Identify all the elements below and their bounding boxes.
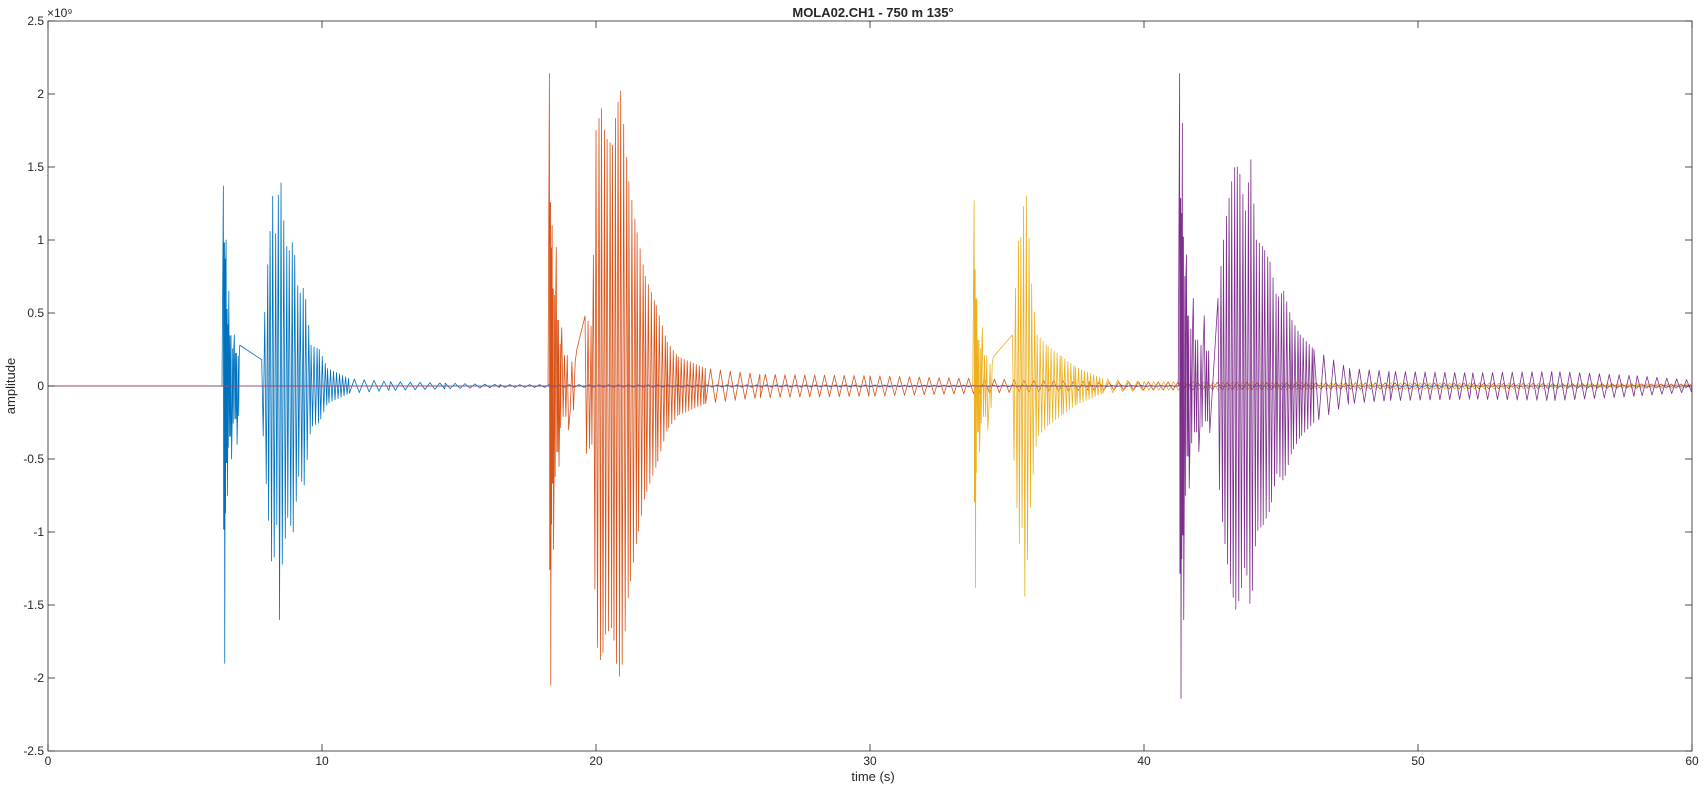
y-tick-label: 2 [37,87,44,101]
y-tick-label: -1.5 [23,598,44,612]
series-4-line [48,73,1693,699]
x-tick-label: 60 [1685,754,1699,768]
x-tick-label: 40 [1137,754,1151,768]
y-tick-label: -2.5 [23,744,44,758]
y-tick-label: -0.5 [23,452,44,466]
y-tick-label: -2 [33,671,44,685]
x-axis-label: time (s) [851,769,894,784]
x-axis: 0 10 20 30 40 50 60 [45,21,1699,768]
series-1-line [48,182,1689,664]
y-tick-label: 1.5 [27,160,44,174]
x-tick-label: 30 [863,754,877,768]
y-axis-exponent: ×10⁹ [47,6,73,20]
x-tick-label: 10 [315,754,329,768]
series-3-line [48,195,1692,597]
chart-title: MOLA02.CH1 - 750 m 135° [792,5,953,20]
x-tick-label: 20 [589,754,603,768]
x-tick-label: 50 [1411,754,1425,768]
x-tick-label: 0 [45,754,52,768]
plot-area [47,20,1693,752]
y-tick-label: 2.5 [27,14,44,28]
y-tick-label: 0.5 [27,306,44,320]
y-tick-label: 0 [37,379,44,393]
y-axis: -2.5 -2 -1.5 -1 -0.5 0 0.5 1 1.5 2 2.5 [23,14,1692,758]
y-tick-label: 1 [37,233,44,247]
y-tick-label: -1 [33,525,44,539]
y-axis-label: amplitude [3,358,18,414]
